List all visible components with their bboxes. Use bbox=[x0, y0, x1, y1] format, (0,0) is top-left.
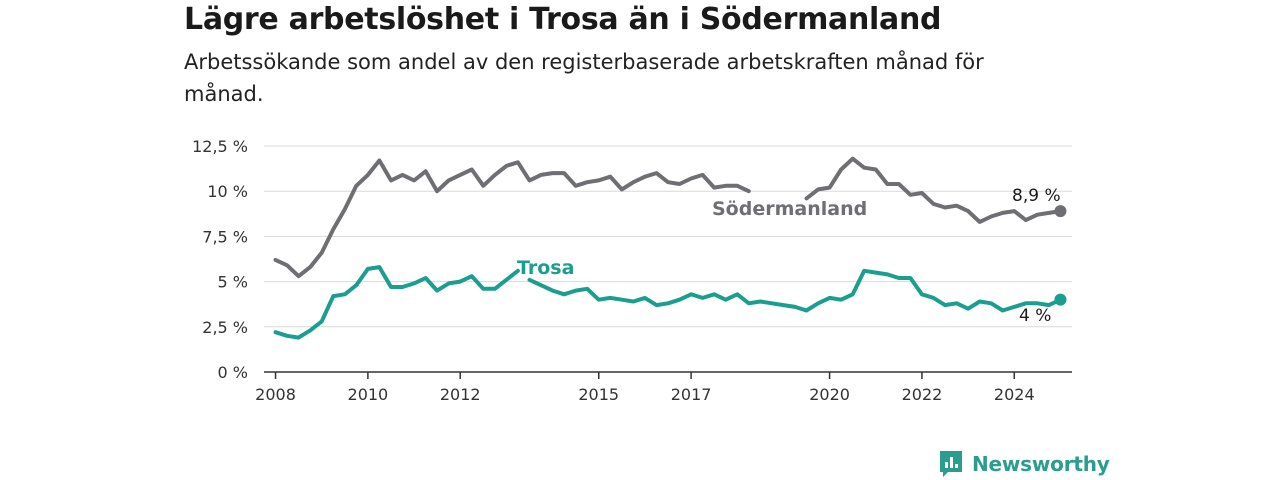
y-tick-label: 10 % bbox=[207, 182, 248, 201]
x-tick-label: 2022 bbox=[902, 385, 943, 404]
series-end-point bbox=[1054, 205, 1067, 218]
brand-name: Newsworthy bbox=[972, 452, 1110, 476]
x-tick-label: 2010 bbox=[348, 385, 389, 404]
series-label-trosa: Trosa bbox=[517, 257, 574, 279]
x-tick-label: 2008 bbox=[255, 385, 296, 404]
y-tick-label: 2,5 % bbox=[202, 318, 248, 337]
chart-subtitle: Arbetssökande som andel av den registerb… bbox=[184, 50, 984, 106]
newsworthy-logo-icon bbox=[940, 451, 962, 477]
end-value-label-sodermanland: 8,9 % bbox=[1012, 186, 1061, 206]
x-tick-label: 2024 bbox=[994, 385, 1035, 404]
y-tick-label: 12,5 % bbox=[192, 137, 248, 156]
series-line-trosa bbox=[273, 265, 1063, 340]
x-tick-label: 2012 bbox=[440, 385, 481, 404]
y-tick-label: 7,5 % bbox=[202, 227, 248, 246]
chart-title: Lägre arbetslöshet i Trosa än i Söderman… bbox=[184, 2, 942, 37]
x-tick-label: 2017 bbox=[671, 385, 712, 404]
x-tick-label: 2020 bbox=[809, 385, 850, 404]
series-line-sodermanland bbox=[273, 156, 1063, 279]
newsworthy-brand[interactable]: Newsworthy bbox=[938, 448, 1110, 480]
end-value-label-trosa: 4 % bbox=[1019, 306, 1051, 326]
y-tick-label: 0 % bbox=[218, 363, 248, 382]
series-end-point bbox=[1054, 293, 1067, 306]
series-label-sodermanland: Södermanland bbox=[712, 198, 867, 220]
x-tick-label: 2015 bbox=[578, 385, 619, 404]
y-tick-label: 5 % bbox=[218, 273, 248, 292]
